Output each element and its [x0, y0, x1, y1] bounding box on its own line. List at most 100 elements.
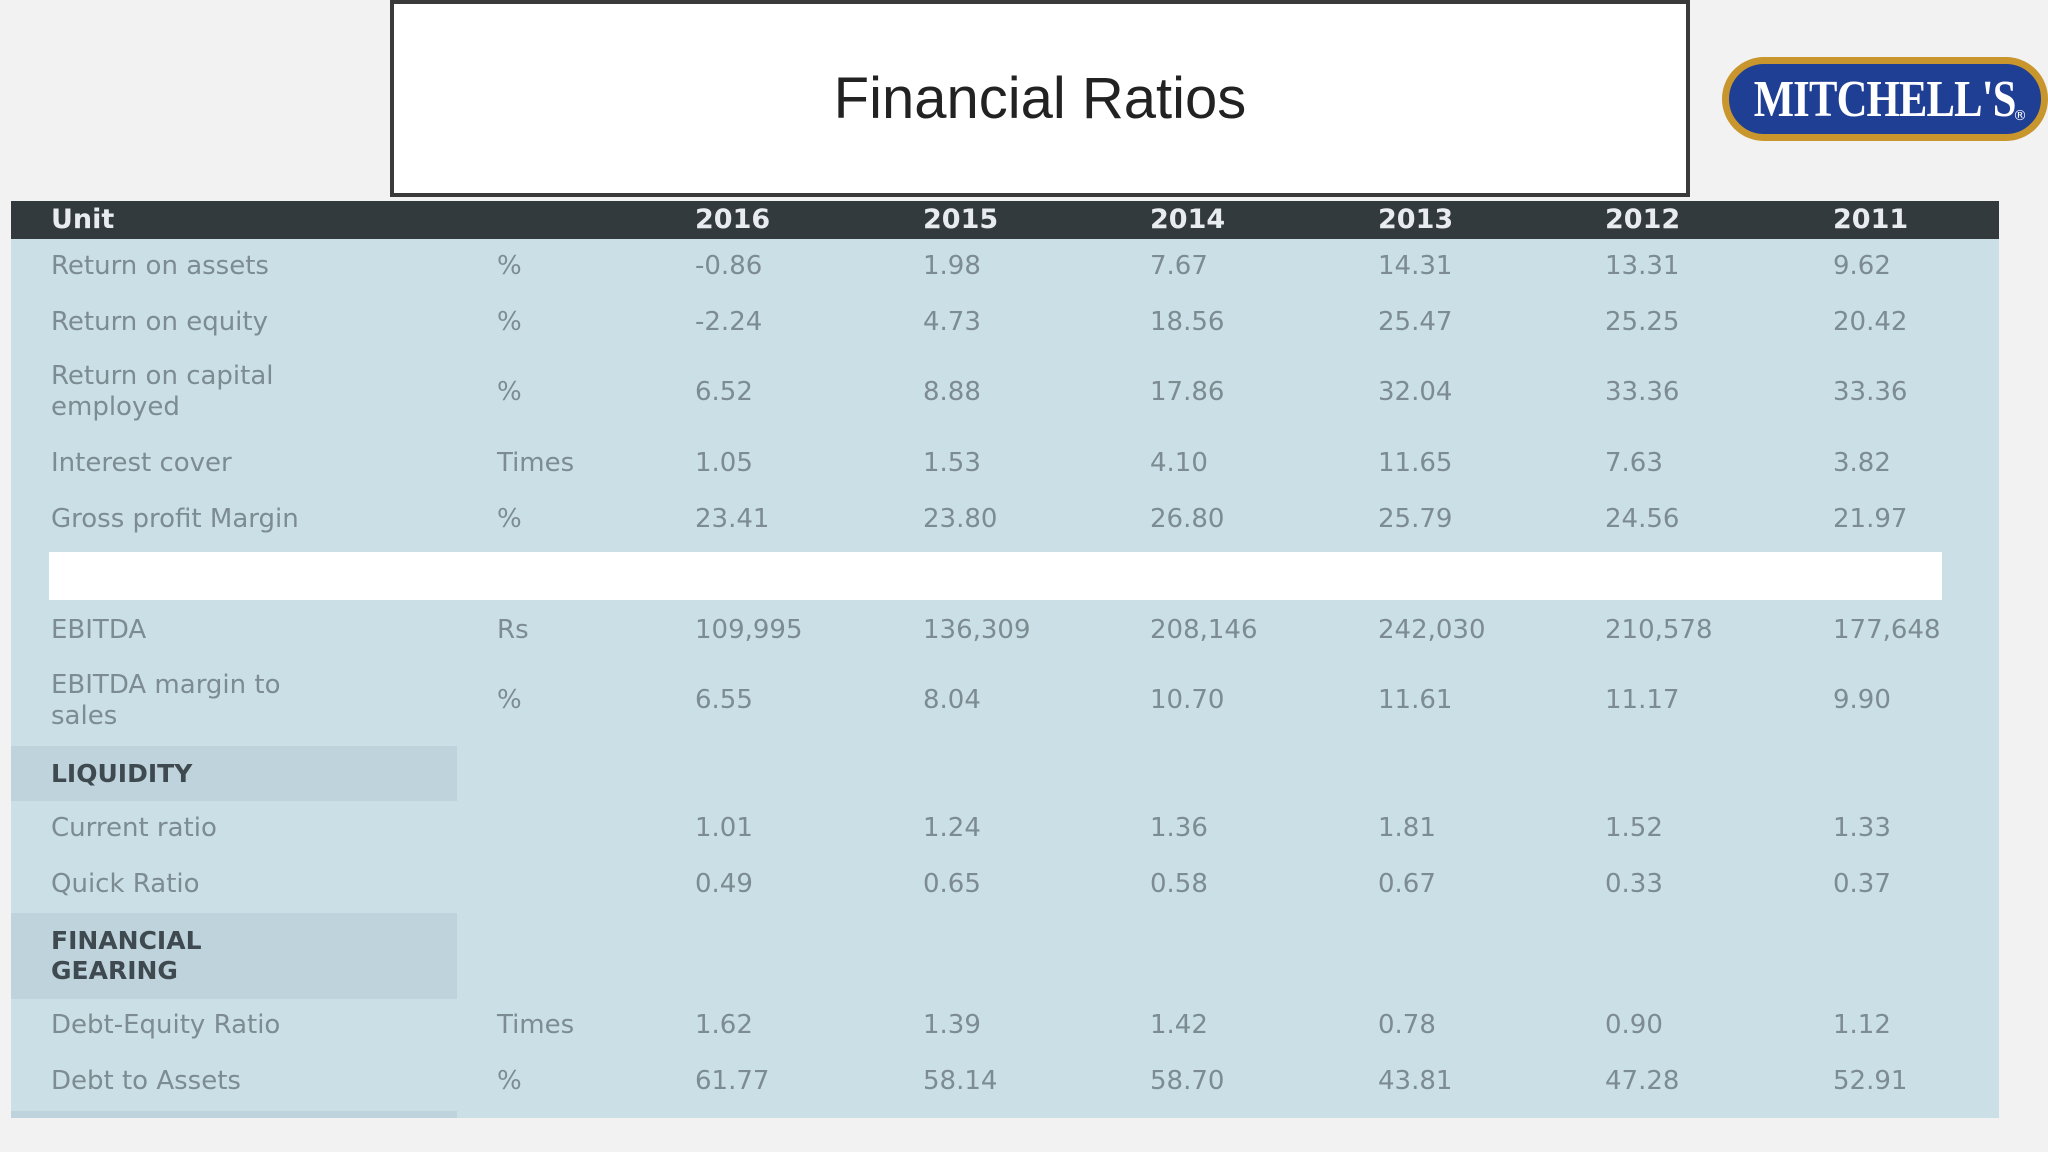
row-value: 18.56: [1150, 307, 1225, 337]
logo-registered-mark: ®: [2013, 108, 2027, 124]
header-unit: Unit: [51, 204, 115, 235]
row-label-line: Return on capital: [51, 361, 274, 391]
header-year: 2012: [1605, 204, 1681, 235]
row-value: 1.81: [1378, 813, 1436, 843]
page-title: Financial Ratios: [833, 66, 1247, 131]
row-value: 33.36: [1605, 377, 1680, 407]
row-value: 58.14: [923, 1066, 998, 1096]
row-value: 0.78: [1378, 1010, 1436, 1040]
row-value: 1.52: [1605, 813, 1663, 843]
row-value: 6.52: [695, 377, 753, 407]
row-label-line: employed: [51, 392, 180, 422]
row-value: 11.61: [1378, 685, 1453, 715]
row-unit: %: [497, 504, 522, 534]
row-value: 208,146: [1150, 615, 1258, 645]
row-value: 1.42: [1150, 1010, 1208, 1040]
header-year: 2013: [1378, 204, 1454, 235]
row-value: 3.82: [1833, 448, 1891, 478]
row-value: 25.25: [1605, 307, 1680, 337]
row-value: 109,995: [695, 615, 803, 645]
row-value: 17.86: [1150, 377, 1225, 407]
row-value: 25.79: [1378, 504, 1453, 534]
row-value: 10.70: [1150, 685, 1225, 715]
row-label-line: EBITDA margin to: [51, 670, 281, 700]
row-unit: Rs: [497, 615, 529, 645]
row-value: 1.24: [923, 813, 981, 843]
section-financial-gearing: [11, 913, 457, 999]
row-label: Return on assets: [51, 251, 269, 281]
row-value: 26.80: [1150, 504, 1225, 534]
header-year: 2014: [1150, 204, 1226, 235]
row-unit: %: [497, 1066, 522, 1096]
row-label: Current ratio: [51, 813, 217, 843]
section-liquidity-label: LIQUIDITY: [51, 759, 193, 788]
blank-row-band: [49, 552, 1942, 600]
row-value: 7.63: [1605, 448, 1663, 478]
row-value: 1.53: [923, 448, 981, 478]
row-label: Return on equity: [51, 307, 268, 337]
row-value: 0.33: [1605, 869, 1663, 899]
header-year: 2015: [923, 204, 999, 235]
row-value: 210,578: [1605, 615, 1713, 645]
row-value: 0.58: [1150, 869, 1208, 899]
row-value: 58.70: [1150, 1066, 1225, 1096]
row-value: 21.97: [1833, 504, 1908, 534]
row-unit: Times: [497, 1010, 575, 1040]
row-value: 11.17: [1605, 685, 1680, 715]
row-label: Debt to Assets: [51, 1066, 241, 1096]
row-value: 0.49: [695, 869, 753, 899]
row-value: 136,309: [923, 615, 1031, 645]
row-value: 52.91: [1833, 1066, 1908, 1096]
row-value: 25.47: [1378, 307, 1453, 337]
row-value: 8.88: [923, 377, 981, 407]
row-value: 14.31: [1378, 251, 1453, 281]
section-liquidity: [11, 746, 457, 801]
row-label: Debt-Equity Ratio: [51, 1010, 281, 1040]
row-value: 0.67: [1378, 869, 1436, 899]
row-value: 6.55: [695, 685, 753, 715]
row-value: 7.67: [1150, 251, 1208, 281]
row-value: -2.24: [695, 307, 763, 337]
row-value: 242,030: [1378, 615, 1486, 645]
row-unit: Times: [497, 448, 575, 478]
table-header: Unit 2016 2015 2014 2013 2012 2011: [11, 201, 1999, 239]
row-label: Interest cover: [51, 448, 232, 478]
section-bottom-strip: [11, 1111, 457, 1118]
row-value: 1.36: [1150, 813, 1208, 843]
row-value: 33.36: [1833, 377, 1908, 407]
row-value: 47.28: [1605, 1066, 1680, 1096]
row-value: 1.05: [695, 448, 753, 478]
row-value: 177,648: [1833, 615, 1941, 645]
row-value: 61.77: [695, 1066, 770, 1096]
row-value: 1.39: [923, 1010, 981, 1040]
row-unit: %: [497, 251, 522, 281]
section-gearing-label-line: FINANCIAL: [51, 926, 202, 955]
row-value: 4.73: [923, 307, 981, 337]
header-year: 2016: [695, 204, 771, 235]
row-label: Gross profit Margin: [51, 504, 299, 534]
row-value: 8.04: [923, 685, 981, 715]
row-label-line: sales: [51, 701, 118, 731]
row-unit: %: [497, 307, 522, 337]
section-gearing-label-line: GEARING: [51, 956, 178, 985]
row-value: 24.56: [1605, 504, 1680, 534]
row-value: 1.33: [1833, 813, 1891, 843]
row-value: 1.98: [923, 251, 981, 281]
row-unit: %: [497, 685, 522, 715]
row-value: 9.62: [1833, 251, 1891, 281]
title-box: Financial Ratios: [390, 0, 1690, 197]
row-value: 0.37: [1833, 869, 1891, 899]
mitchells-logo: MITCHELL'S ®: [1722, 57, 2048, 141]
header-year: 2011: [1833, 204, 1909, 235]
row-value: 43.81: [1378, 1066, 1453, 1096]
financial-ratios-table: Unit 2016 2015 2014 2013 2012 2011 Retur…: [11, 201, 1999, 1118]
row-value: 1.62: [695, 1010, 753, 1040]
row-value: 9.90: [1833, 685, 1891, 715]
row-value: 1.12: [1833, 1010, 1891, 1040]
row-label: EBITDA: [51, 615, 147, 645]
row-value: 23.80: [923, 504, 998, 534]
logo-text: MITCHELL'S: [1754, 70, 2017, 128]
row-label: Quick Ratio: [51, 869, 200, 899]
row-value: 20.42: [1833, 307, 1908, 337]
row-value: 11.65: [1378, 448, 1453, 478]
